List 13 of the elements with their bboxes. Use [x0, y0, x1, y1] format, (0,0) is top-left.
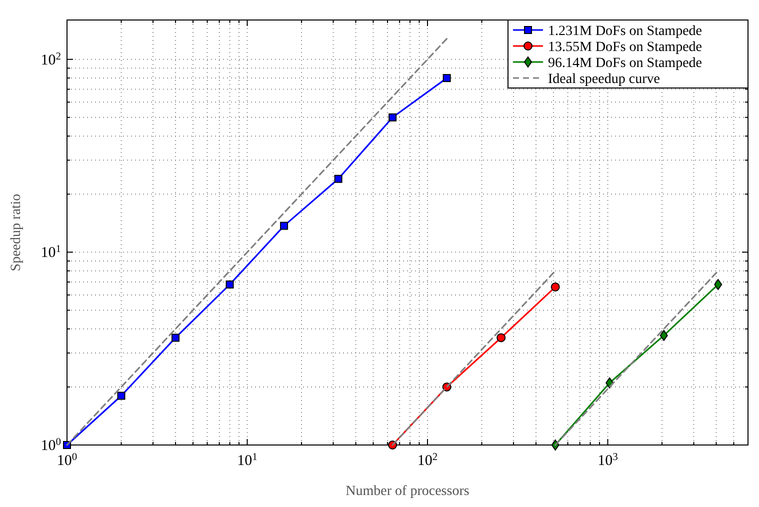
- x-tick-label: 10$^{1}$: [237, 452, 258, 469]
- legend-label: Ideal speedup curve: [548, 72, 660, 87]
- y-tick-label: 10$^{0}$: [40, 436, 61, 454]
- x-tick-label: 10$^{2}$: [417, 452, 438, 469]
- x-tick-label: 10$^{3}$: [598, 452, 618, 469]
- legend-label: 96.14M DoFs on Stampede: [548, 56, 702, 71]
- y-tick-label: 10$^{1}$: [40, 244, 61, 262]
- x-tick-label: 10$^{0}$: [56, 452, 78, 469]
- legend-label: 13.55M DoFs on Stampede: [548, 40, 702, 55]
- legend-label: 1.231M DoFs on Stampede: [548, 24, 702, 39]
- y-tick-label: 10$^{2}$: [40, 50, 61, 68]
- x-axis-title: Number of processors: [346, 484, 470, 499]
- y-axis-title: Speedup ratio: [9, 194, 24, 272]
